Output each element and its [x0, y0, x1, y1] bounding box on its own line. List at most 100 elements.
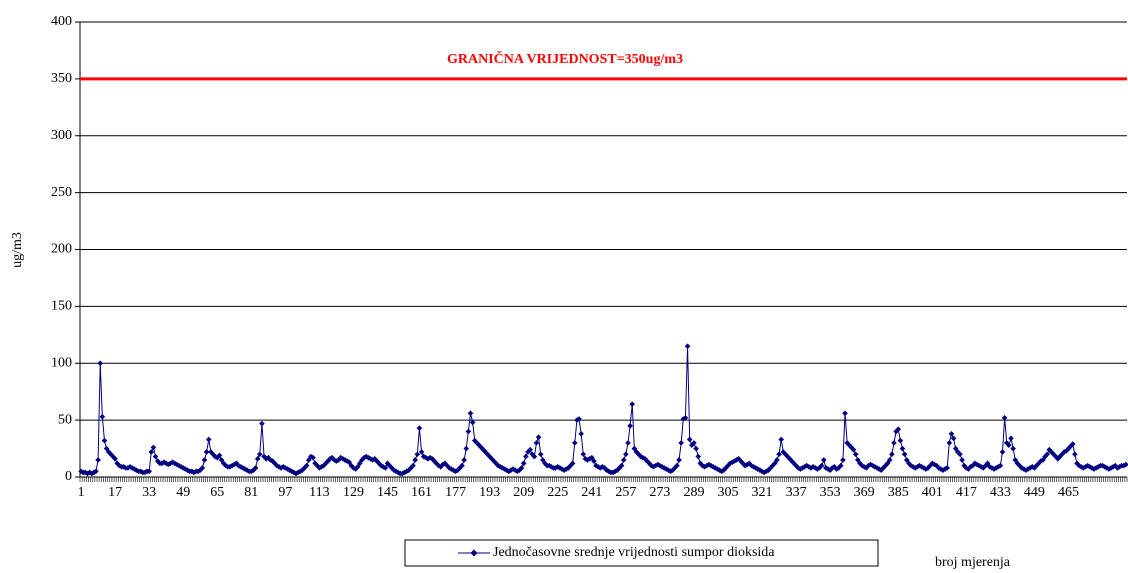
data-point: [565, 465, 572, 471]
data-point: [646, 460, 653, 467]
data-point: [906, 460, 912, 467]
data-point: [1052, 453, 1059, 460]
data-point: [778, 436, 784, 443]
data-point: [650, 463, 657, 470]
data-point: [569, 460, 576, 467]
data-point: [216, 452, 223, 459]
data-point: [399, 470, 406, 477]
y-tick-label: 100: [51, 355, 72, 370]
data-point: [378, 462, 384, 469]
data-point: [648, 462, 655, 469]
data-point: [161, 459, 167, 466]
data-point: [325, 458, 331, 464]
data-point: [137, 468, 144, 475]
data-point: [412, 457, 418, 463]
data-point: [220, 460, 227, 467]
data-point: [354, 463, 361, 470]
data-point: [214, 454, 221, 461]
data-point: [388, 465, 395, 471]
data-point: [537, 451, 544, 458]
x-tick-label: 433: [990, 485, 1011, 500]
data-point: [829, 465, 836, 471]
data-point: [914, 463, 921, 470]
data-point: [957, 451, 963, 458]
data-point: [533, 440, 540, 446]
data-point: [180, 465, 187, 471]
data-point: [935, 465, 942, 471]
data-point: [1072, 451, 1078, 458]
data-point: [729, 459, 736, 466]
x-tick-label: 33: [142, 485, 156, 500]
data-point: [931, 461, 938, 468]
data-point: [731, 458, 738, 464]
data-point: [235, 462, 242, 469]
data-point: [984, 460, 991, 467]
data-point: [363, 453, 370, 460]
data-point: [444, 462, 450, 469]
data-point: [831, 463, 838, 470]
x-tick-label: 353: [820, 485, 841, 500]
data-point: [446, 465, 453, 471]
data-point: [561, 467, 567, 473]
data-point: [546, 462, 553, 469]
data-point: [286, 467, 293, 473]
data-point: [1038, 458, 1044, 464]
data-point: [395, 469, 401, 476]
x-tick-label: 289: [683, 485, 704, 500]
data-point: [635, 451, 642, 458]
data-point: [846, 442, 853, 448]
data-point: [1123, 461, 1128, 468]
y-tick-label: 400: [51, 14, 72, 29]
x-tick-label: 385: [888, 485, 909, 500]
data-point: [159, 460, 165, 467]
data-point: [686, 436, 693, 443]
data-point: [318, 463, 325, 470]
data-point: [563, 466, 570, 472]
data-point: [718, 468, 725, 475]
legend-marker: [470, 549, 478, 557]
data-point: [261, 453, 267, 460]
x-tick-label: 257: [615, 485, 636, 500]
data-point: [850, 446, 857, 453]
x-tick-label: 129: [343, 485, 364, 500]
data-point: [178, 463, 184, 470]
x-tick-label: 193: [479, 485, 500, 500]
data-point: [254, 456, 261, 462]
data-point: [723, 465, 729, 471]
data-point: [567, 462, 574, 469]
data-point: [1001, 415, 1008, 421]
data-point: [899, 445, 906, 452]
data-point: [440, 461, 446, 468]
data-point: [912, 465, 919, 471]
data-point: [1010, 445, 1016, 452]
data-point: [1082, 463, 1089, 470]
data-point: [154, 458, 161, 464]
data-point: [152, 453, 159, 460]
data-point: [733, 457, 740, 463]
data-point: [691, 440, 697, 446]
data-point: [101, 437, 108, 444]
data-point: [886, 457, 893, 463]
data-point: [808, 465, 814, 471]
data-point: [314, 462, 321, 469]
data-point: [812, 465, 819, 471]
data-point: [503, 467, 510, 473]
data-point: [625, 440, 631, 446]
data-point: [459, 462, 465, 469]
data-point: [652, 462, 659, 469]
data-point: [727, 460, 733, 467]
data-point: [237, 463, 244, 470]
data-point: [239, 465, 246, 471]
data-point: [523, 453, 529, 460]
data-point: [257, 451, 263, 458]
data-point: [757, 467, 763, 473]
data-point: [644, 458, 650, 464]
data-point: [310, 454, 316, 461]
data-point: [950, 435, 957, 442]
data-point: [295, 469, 301, 476]
x-tick-label: 321: [752, 485, 773, 500]
data-point: [997, 462, 1004, 469]
data-point: [716, 467, 723, 473]
data-point: [916, 462, 923, 469]
data-point: [816, 465, 823, 471]
